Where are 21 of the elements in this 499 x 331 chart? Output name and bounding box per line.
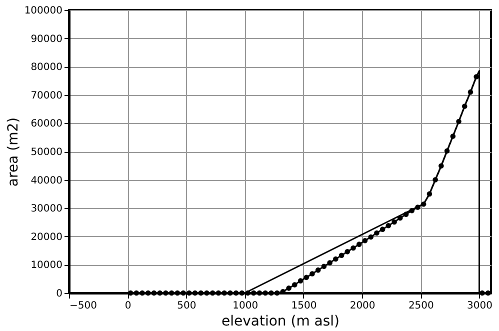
x-tick-label: −500 [70,300,97,312]
y-tick-label: 90000 [30,34,62,45]
y-tick-label: 30000 [30,204,62,215]
x-tick-label: 0 [124,300,132,312]
y-tick-label: 10000 [30,260,62,272]
x-tick-label: 500 [177,300,196,312]
x-tick-label: 2500 [408,300,434,312]
x-tick-label: 2000 [350,300,376,312]
y-tick-label: 100000 [24,6,62,16]
y-tick-label: 70000 [30,90,62,102]
x-tick-label: 1500 [291,300,317,312]
y-tick-label: 50000 [30,147,62,158]
y-tick-label: 40000 [30,175,62,186]
y-tick-label: 60000 [30,118,62,130]
x-axis-title: elevation (m asl) [221,314,340,330]
y-tick-label: 80000 [30,62,62,74]
y-axis-title: area (m2) [5,117,22,187]
y-tick-label: 0 [56,288,62,300]
x-tick-label: 3000 [467,300,493,312]
y-tick-label: 20000 [30,232,62,243]
x-tick-label: 1000 [232,300,258,312]
